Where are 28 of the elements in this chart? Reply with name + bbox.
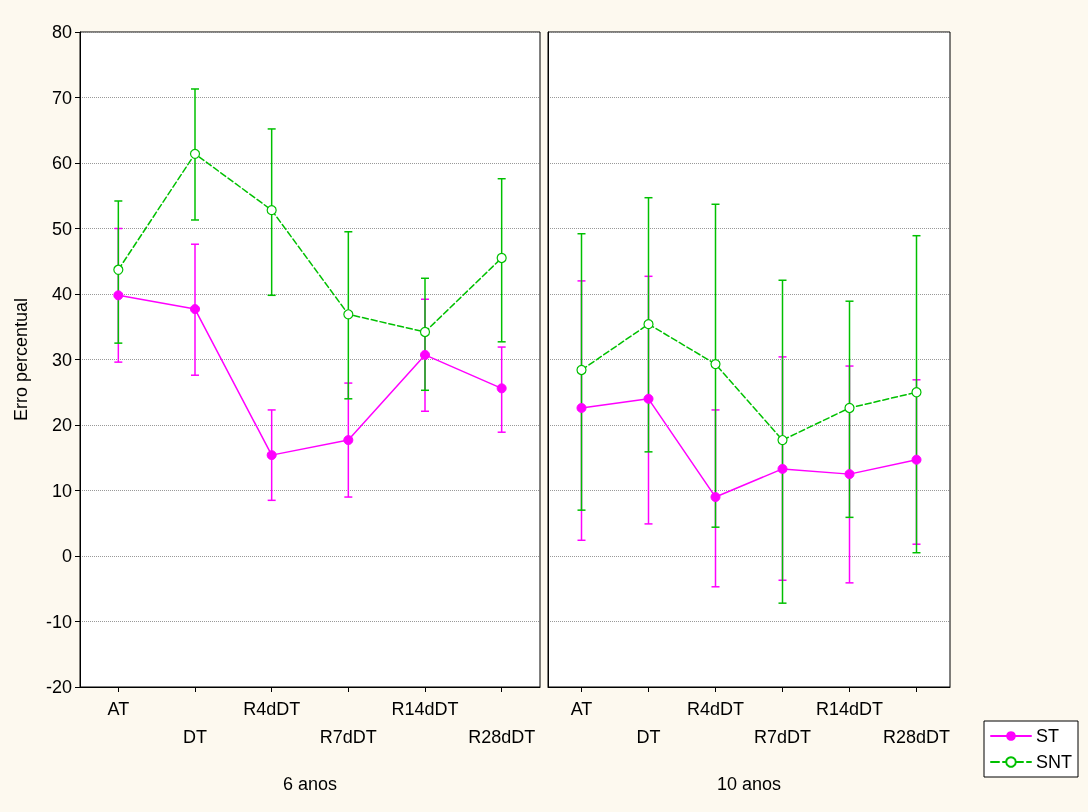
x-tick-label: R7dDT (319, 727, 377, 747)
y-tick-label: 40 (51, 284, 72, 304)
legend-label: ST (1036, 726, 1060, 746)
legend-label: SNT (1036, 752, 1072, 772)
y-tick-label: 70 (51, 87, 72, 108)
x-tick-label: DT (183, 727, 207, 747)
x-tick-label: R28dDT (882, 727, 951, 747)
x-tick-label: R28dDT (468, 727, 536, 747)
x-tick-label: AT (570, 699, 593, 719)
x-axis-title: 10 anos (716, 774, 782, 794)
y-tick-label: 50 (51, 218, 72, 239)
y-tick-label: 80 (51, 22, 72, 42)
y-tick-label: 30 (51, 349, 72, 370)
y-tick-label: 0 (61, 546, 72, 566)
x-tick-label: DT (636, 727, 661, 747)
y-tick-label: -20 (45, 677, 72, 697)
x-axis-title: 6 anos (282, 774, 338, 794)
x-tick-label: R7dDT (753, 727, 812, 747)
y-tick-label: 60 (51, 153, 72, 173)
x-tick-label: R4dDT (243, 699, 301, 719)
x-tick-label: AT (107, 699, 130, 719)
x-tick-label: R14dDT (391, 699, 459, 719)
y-tick-label: -10 (45, 611, 72, 632)
y-tick-label: 10 (51, 480, 72, 501)
x-tick-label: R14dDT (815, 699, 884, 719)
y-tick-label: 20 (51, 415, 72, 435)
y-axis-title: Erro percentual (11, 297, 31, 422)
x-tick-label: R4dDT (686, 699, 745, 719)
